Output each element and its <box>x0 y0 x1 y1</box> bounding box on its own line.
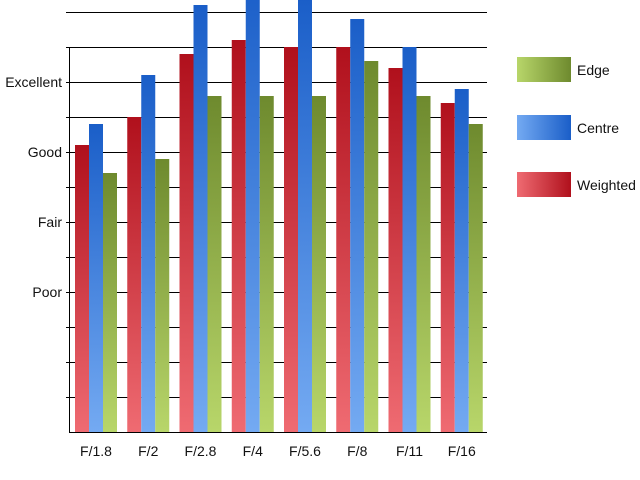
y-tick-label: Excellent <box>5 74 62 90</box>
bar-edge-f16 <box>468 124 483 432</box>
legend-swatch-edge <box>517 57 571 82</box>
bar-centre-f16 <box>454 89 469 432</box>
x-tick-label: F/1.8 <box>80 443 112 459</box>
axes <box>69 48 487 433</box>
legend-swatch-centre <box>517 115 571 140</box>
x-tick-label: F/2 <box>138 443 158 459</box>
x-tick-label: F/4 <box>243 443 263 459</box>
legend: Edge Centre Weighted <box>517 57 636 197</box>
y-tick-label: Fair <box>38 214 62 230</box>
bar-centre-f18 <box>89 124 103 432</box>
x-tick-labels: F/1.8 F/2 F/2.8 F/4 F/5.6 F/8 F/11 F/16 <box>80 443 476 459</box>
y-tick-labels: Poor Fair Good Excellent <box>5 74 62 300</box>
bar-weighted-f8 <box>336 47 351 432</box>
legend-label-centre: Centre <box>577 120 619 136</box>
bar-edge-f56 <box>312 96 326 432</box>
bar-centre-f4 <box>245 0 260 432</box>
x-tick-label: F/16 <box>448 443 476 459</box>
bar-weighted-f11 <box>388 68 403 432</box>
legend-swatch-weighted <box>517 172 571 197</box>
bar-edge-f8 <box>364 61 379 432</box>
bar-edge-f28 <box>207 96 222 432</box>
bar-weighted-f2 <box>127 117 142 432</box>
y-tick-label: Good <box>28 144 62 160</box>
bar-weighted-f18 <box>75 145 89 432</box>
x-tick-label: F/2.8 <box>185 443 217 459</box>
bar-centre-f8 <box>350 19 365 432</box>
bar-centre-f2 <box>141 75 156 432</box>
bar-centre-f56 <box>298 0 312 432</box>
bar-weighted-f16 <box>440 103 455 432</box>
bar-edge-f18 <box>103 173 117 432</box>
bar-weighted-f28 <box>179 54 194 432</box>
bar-weighted-f4 <box>231 40 246 432</box>
bar-edge-f2 <box>155 159 170 432</box>
legend-label-weighted: Weighted <box>577 177 636 193</box>
bar-weighted-f56 <box>284 47 298 432</box>
y-tick-label: Poor <box>32 284 62 300</box>
bar-centre-f28 <box>193 5 208 432</box>
bar-centre-f11 <box>402 47 417 432</box>
x-tick-label: F/11 <box>396 443 423 459</box>
bar-edge-f4 <box>259 96 274 432</box>
bars <box>75 0 483 432</box>
x-tick-label: F/8 <box>347 443 367 459</box>
legend-label-edge: Edge <box>577 62 610 78</box>
x-tick-label: F/5.6 <box>289 443 321 459</box>
bar-edge-f11 <box>416 96 431 432</box>
